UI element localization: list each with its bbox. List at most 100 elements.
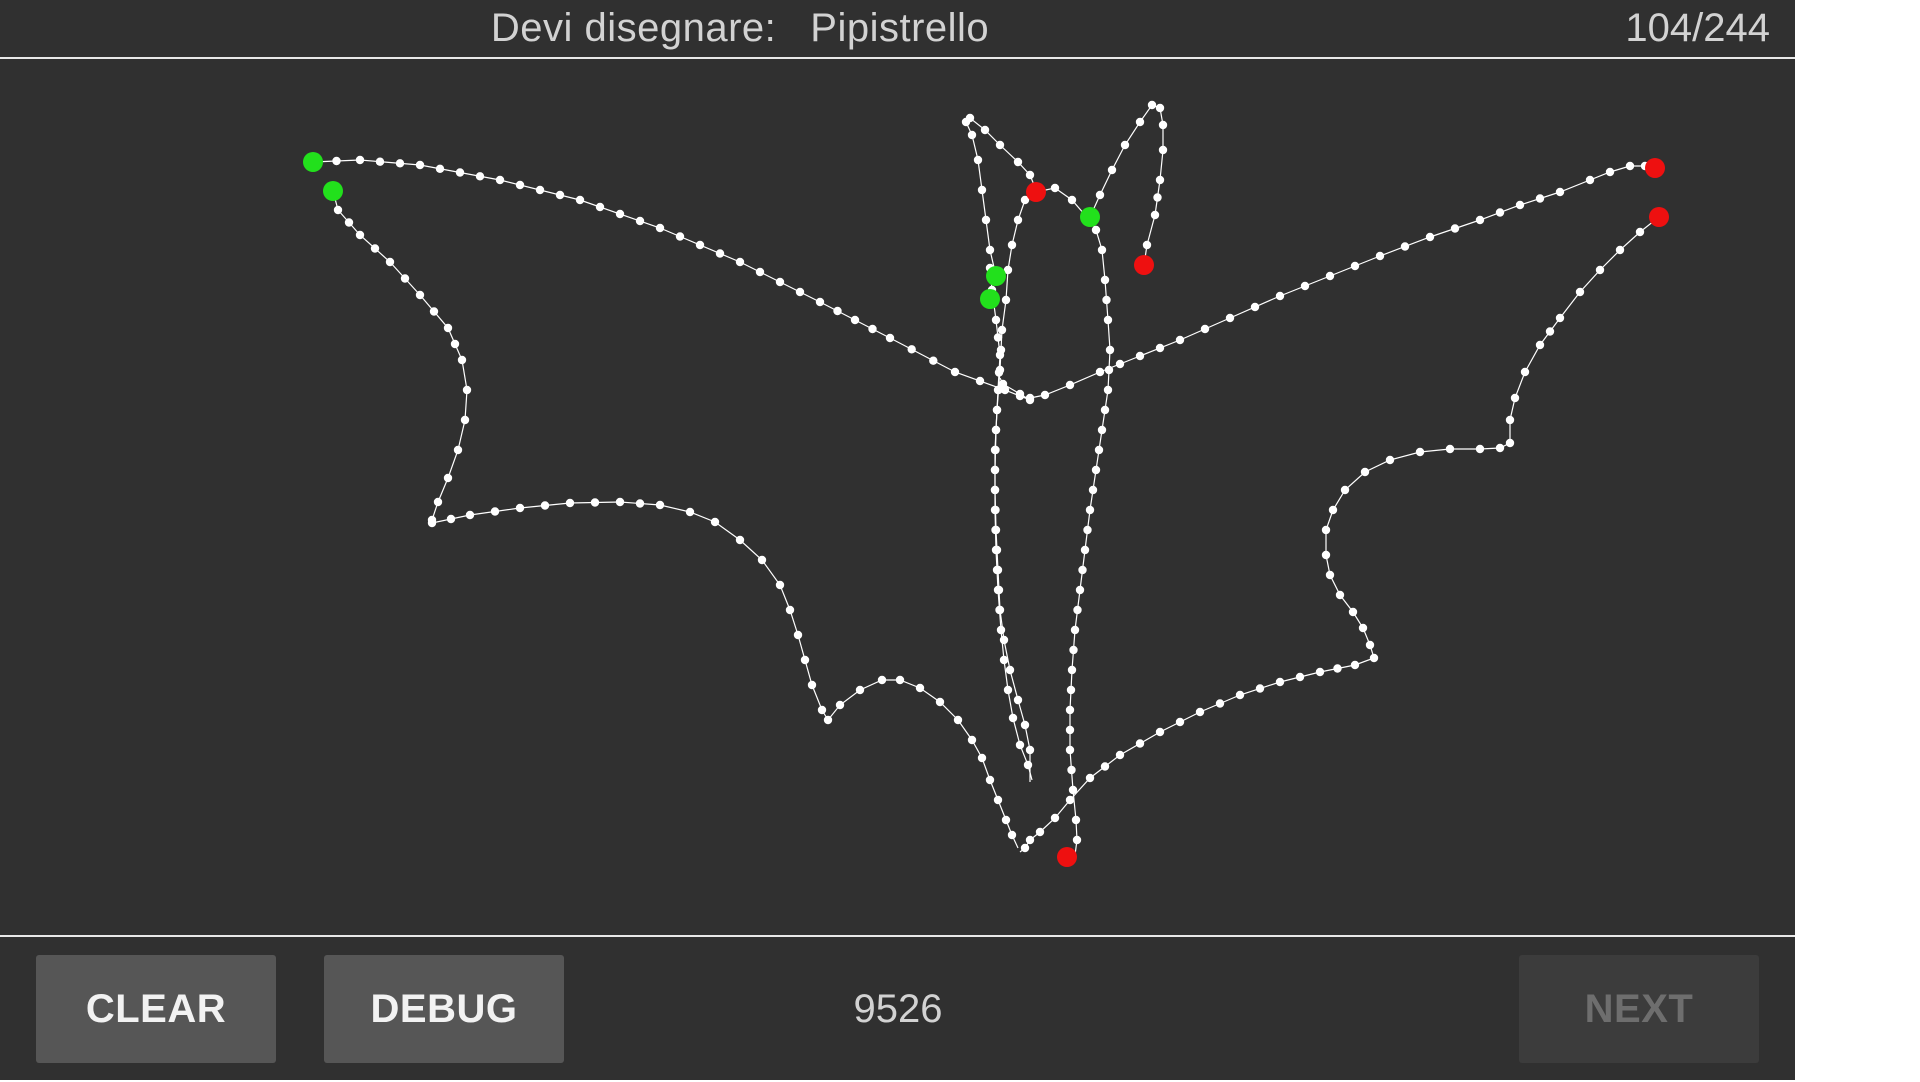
- drawing-prompt: Devi disegnare: Pipistrello: [0, 0, 1480, 57]
- sample-dot: [1013, 215, 1023, 225]
- sample-dot: [793, 630, 803, 640]
- next-button[interactable]: NEXT: [1519, 955, 1759, 1063]
- sample-dot: [590, 498, 600, 507]
- sample-dot: [655, 500, 665, 510]
- sample-dot: [991, 525, 1001, 535]
- sample-dot: [855, 685, 865, 695]
- sample-dot: [475, 172, 485, 181]
- sample-dot: [1007, 830, 1017, 840]
- sample-dot: [885, 333, 895, 343]
- sample-dot: [457, 355, 467, 365]
- sample-dot: [995, 365, 1005, 375]
- sample-dot: [1135, 117, 1145, 127]
- sample-dot: [823, 715, 833, 725]
- sample-dot: [1350, 660, 1360, 670]
- stroke-line: [312, 159, 1031, 401]
- sample-dot: [1155, 343, 1165, 353]
- sample-dot: [1615, 245, 1625, 255]
- sample-dot: [1071, 815, 1081, 825]
- sample-dot: [990, 445, 1000, 455]
- sample-dot: [1067, 195, 1077, 205]
- sample-dot: [1153, 193, 1162, 202]
- sample-dot: [1215, 699, 1225, 708]
- sample-dot: [1625, 161, 1635, 171]
- sample-dot: [965, 113, 975, 123]
- sample-dot: [1003, 265, 1013, 275]
- sample-dot: [1100, 405, 1110, 415]
- sample-dot: [1023, 760, 1033, 770]
- sample-dot: [993, 795, 1003, 805]
- sample-dot: [595, 202, 605, 212]
- sample-dot: [1315, 667, 1325, 677]
- sample-dot: [1025, 835, 1035, 845]
- sample-dot: [400, 274, 410, 283]
- sample-dot: [1300, 281, 1310, 291]
- sample-dot: [817, 705, 827, 715]
- stroke-start-marker: [980, 289, 1000, 309]
- sample-dot: [635, 499, 645, 508]
- sample-dot: [1100, 762, 1110, 771]
- sample-dot: [1100, 275, 1110, 285]
- sample-dot: [460, 415, 470, 425]
- sample-dot: [1091, 465, 1101, 475]
- sample-dot: [1335, 590, 1345, 600]
- sample-dot: [1066, 685, 1076, 695]
- sample-dot: [1020, 195, 1030, 205]
- sample-dot: [835, 700, 845, 710]
- stroke-line: [1069, 216, 1111, 856]
- sample-dot: [994, 385, 1003, 395]
- sample-dot: [615, 209, 625, 219]
- sample-dot: [980, 125, 990, 135]
- sample-dot: [985, 245, 995, 255]
- clear-button[interactable]: CLEAR: [36, 955, 276, 1063]
- sample-dot: [833, 306, 842, 316]
- sample-dot: [1400, 242, 1410, 251]
- sample-dot: [1142, 240, 1152, 250]
- sample-dot: [953, 715, 963, 725]
- sample-dot: [993, 565, 1003, 575]
- sample-dot: [967, 735, 977, 745]
- sample-dot: [1325, 570, 1335, 580]
- sample-dot: [446, 514, 456, 524]
- stroke-end-marker: [1134, 255, 1154, 275]
- sample-dot: [800, 655, 810, 665]
- sample-dot: [1007, 240, 1017, 250]
- sample-dot: [1005, 665, 1015, 675]
- stroke-dots: [1020, 212, 1664, 853]
- sample-dot: [1375, 251, 1385, 261]
- sample-dot: [1147, 100, 1157, 110]
- stroke-start-marker: [303, 152, 323, 172]
- sample-dot: [1635, 227, 1645, 237]
- sample-dot: [1095, 190, 1105, 200]
- sample-dot: [1107, 165, 1117, 175]
- sample-dot: [1360, 467, 1370, 477]
- stroke-dots: [328, 186, 1017, 840]
- sample-dot: [344, 218, 354, 227]
- sample-dot: [994, 585, 1004, 595]
- sample-dot: [355, 230, 365, 240]
- debug-button[interactable]: DEBUG: [324, 955, 564, 1063]
- sample-dot: [375, 157, 385, 166]
- sample-dot: [1495, 208, 1505, 217]
- sample-dot: [1155, 727, 1165, 737]
- sample-dot: [1102, 295, 1111, 305]
- sample-dot: [998, 379, 1008, 389]
- sample-dot: [415, 290, 425, 300]
- sample-dot: [996, 345, 1006, 355]
- sample-dot: [655, 223, 665, 233]
- sample-dot: [977, 753, 987, 763]
- sample-dot: [1020, 720, 1030, 730]
- sample-dot: [1095, 367, 1105, 377]
- sample-dot: [1255, 684, 1265, 693]
- sample-dot: [385, 257, 395, 267]
- sample-dot: [453, 445, 463, 455]
- footer-bar: CLEAR DEBUG 9526 NEXT: [0, 935, 1795, 1082]
- sample-dot: [1065, 380, 1075, 390]
- sample-dot: [1158, 145, 1168, 155]
- sample-dot: [995, 140, 1005, 150]
- sample-dot: [433, 497, 443, 507]
- drawing-canvas[interactable]: [0, 59, 1795, 934]
- sample-dot: [757, 555, 767, 565]
- sample-dot: [1135, 351, 1145, 361]
- stroke-dots: [308, 155, 1035, 405]
